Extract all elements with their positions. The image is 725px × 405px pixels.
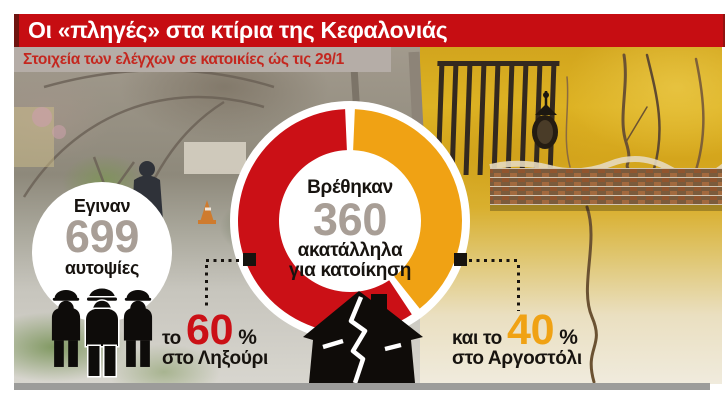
callout-left-location: στο Ληξούρι — [162, 348, 269, 369]
callout-right-prefix: και το — [452, 328, 502, 349]
subheader-bar: Στοιχεία των ελέγχων σε κατοικίες ώς τις… — [14, 47, 391, 72]
donut-slice-1 — [353, 109, 462, 309]
callout-argostoli: και το 40 % στο Αργοστόλι — [452, 306, 582, 370]
callout-left-unit: % — [238, 326, 257, 349]
exposed-brick-band — [489, 156, 722, 211]
wall-cracks — [565, 53, 705, 384]
inspections-count: 699 — [64, 211, 140, 262]
inspectors-icon — [51, 287, 153, 378]
lantern-icon — [532, 91, 558, 149]
traffic-cone-icon — [198, 200, 216, 224]
subheader-text: Στοιχεία των ελέγχων σε κατοικίες ώς τις… — [23, 50, 345, 68]
damaged-house-icon — [303, 291, 423, 384]
donut-slice-0 — [238, 109, 412, 334]
callout-right-location: στο Αργοστόλι — [452, 348, 582, 369]
header-bar: Οι «πληγές» στα κτίρια της Κεφαλονιάς — [14, 14, 725, 47]
unfit-count: 360 — [312, 194, 388, 245]
callout-left-prefix: το — [162, 328, 181, 349]
callout-marker-left — [243, 253, 256, 266]
callout-connector-left-horizontal — [206, 259, 244, 262]
inspections-label: αυτοψίες — [64, 258, 140, 278]
callout-connector-left-vertical — [205, 265, 208, 310]
callout-marker-right — [454, 253, 467, 266]
callout-connector-right-vertical — [517, 265, 520, 311]
callout-right-value: 40 — [506, 306, 555, 354]
callout-left-value: 60 — [185, 306, 234, 354]
callout-lixouri: το 60 % στο Ληξούρι — [162, 306, 269, 370]
bottom-bar — [14, 383, 710, 390]
donut-center-label: Βρέθηκαν 360 ακατάλληλα για κατοίκηση — [280, 177, 420, 281]
inspections-stat: Εγιναν 699 αυτοψίες — [32, 196, 172, 279]
blossom-icon — [32, 107, 52, 127]
inspections-intro: Εγιναν — [73, 196, 131, 216]
background-cottage — [184, 142, 246, 174]
callout-right-unit: % — [559, 326, 578, 349]
unfit-label-line2: για κατοίκηση — [288, 260, 412, 281]
unfit-label-line1: ακατάλληλα — [297, 240, 403, 261]
blossom-icon — [52, 125, 66, 139]
found-intro: Βρέθηκαν — [307, 177, 393, 198]
callout-connector-right-horizontal — [469, 259, 519, 262]
page-title: Οι «πληγές» στα κτίρια της Κεφαλονιάς — [28, 17, 448, 43]
donut-chart — [230, 101, 470, 341]
